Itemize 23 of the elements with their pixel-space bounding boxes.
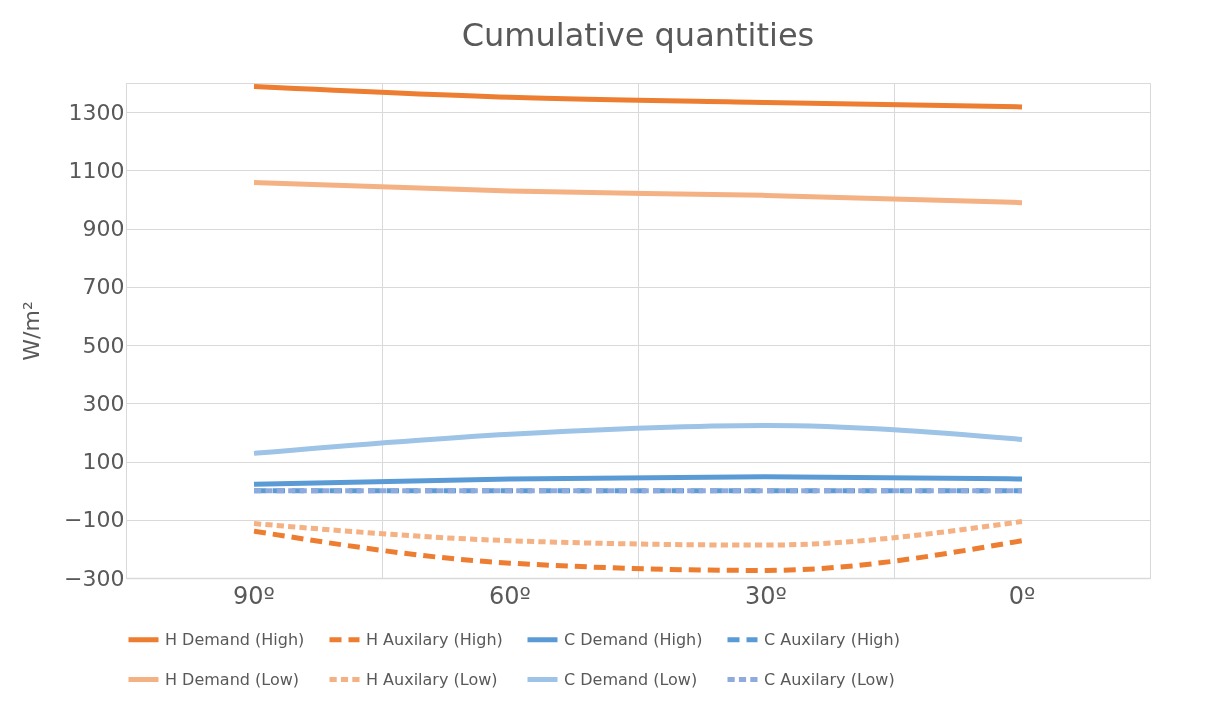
x-tick-label: 90º (233, 581, 275, 610)
legend-label: C Demand (Low) (564, 669, 698, 689)
y-tick-label: −300 (64, 565, 125, 591)
y-tick-label: 1100 (68, 157, 125, 183)
legend-label: H Auxilary (High) (366, 629, 503, 649)
legend-label: C Auxilary (Low) (764, 669, 895, 689)
legend-label: H Auxilary (Low) (366, 669, 498, 689)
y-tick-label: 300 (82, 390, 125, 416)
y-tick-label: 700 (82, 274, 125, 300)
y-tick-label: 100 (82, 449, 125, 475)
legend-label: H Demand (Low) (165, 669, 300, 689)
legend-label: C Demand (High) (564, 629, 703, 649)
y-tick-label: −100 (64, 507, 125, 533)
x-tick-label: 0º (1008, 581, 1036, 610)
y-tick-label: 900 (82, 216, 125, 242)
legend-label: H Demand (High) (165, 629, 305, 649)
x-tick-label: 60º (489, 581, 531, 610)
chart-title: Cumulative quantities (461, 16, 815, 54)
y-tick-label: 500 (82, 332, 125, 358)
y-tick-label: 1300 (68, 99, 125, 125)
legend-label: C Auxilary (High) (764, 629, 900, 649)
x-tick-label: 30º (745, 581, 787, 610)
y-axis-title: W/m² (19, 301, 45, 361)
